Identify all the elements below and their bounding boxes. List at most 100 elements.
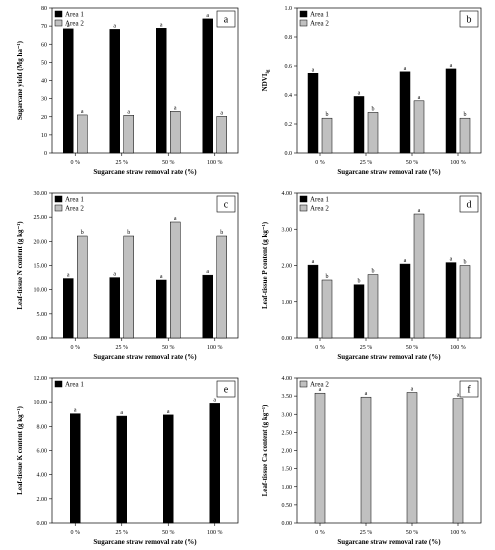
significance-label: a (213, 397, 216, 403)
panel-letter-box (216, 10, 236, 28)
bar-area1-1 (353, 284, 365, 339)
significance-label: b (372, 106, 375, 112)
significance-label: a (174, 216, 177, 222)
y-tick-label: 8.00 (37, 424, 48, 430)
y-tick-label: 10 (41, 133, 47, 139)
significance-label: a (411, 387, 414, 393)
chart-panel-e: 0.00 2.00 4.00 6.00 8.00 10.00 12.00 a a a a 0 % 25 … (16, 376, 239, 546)
y-tick-label: 15.00 (34, 264, 48, 270)
legend-swatch-area2 (299, 204, 308, 212)
bar-area2-0 (77, 114, 88, 154)
significance-label: a (365, 391, 368, 397)
significance-label: a (206, 13, 209, 19)
y-axis-title-text: Leaf-tissue K content (g kg⁻¹) (16, 406, 24, 495)
bar-area2-3 (216, 235, 227, 339)
x-axis-title: Sugarcane straw removal rate (%) (93, 353, 197, 361)
significance-label: b (81, 230, 84, 236)
y-axis-title-subscript: lg (266, 69, 271, 73)
x-axis-title: Sugarcane straw removal rate (%) (337, 538, 441, 546)
y-tick-label: 2.00 (282, 264, 293, 270)
legend-label-area2: Area 2 (310, 381, 329, 389)
legend-label-area2: Area 2 (310, 205, 329, 213)
y-tick-label: 0.50 (282, 503, 293, 509)
x-tick-label: 0 % (71, 160, 81, 166)
significance-label: a (358, 90, 361, 96)
y-axis-title-text: NDVI (261, 73, 269, 91)
x-tick-label: 0 % (71, 530, 81, 536)
y-tick-label: 1.0 (285, 6, 293, 12)
y-tick-label: 3.00 (282, 227, 293, 233)
bar-area1-0 (70, 413, 81, 524)
y-tick-label: 50 (41, 60, 47, 66)
legend-swatch-area1 (54, 195, 63, 203)
bar-area1-1 (109, 277, 120, 339)
bar-area1-3 (202, 18, 213, 154)
significance-label: b (127, 230, 130, 236)
bar-area1-0 (307, 264, 319, 339)
panel-letter-box (459, 195, 479, 213)
y-tick-label: 30.00 (34, 191, 48, 197)
panel-letter-box (459, 380, 479, 398)
chart-panel-a: 0 10 20 30 40 50 60 70 80 a a a a a a a a 0 % 25 % 50 % 100 … (16, 6, 239, 176)
x-tick-label: 100 % (450, 160, 466, 166)
y-tick-label: 0.4 (285, 93, 293, 99)
y-tick-label: 0.0 (285, 151, 293, 157)
bar-area1-0 (307, 73, 319, 154)
significance-label: b (220, 230, 223, 236)
legend-swatch-area2 (54, 204, 63, 212)
legend-label-area1: Area 1 (310, 196, 329, 204)
x-axis-title: Sugarcane straw removal rate (%) (337, 168, 441, 176)
panel-letter: b (467, 15, 472, 26)
panel-letter: f (467, 385, 471, 396)
y-tick-label: 60 (41, 42, 47, 48)
panel-letter: d (467, 200, 472, 211)
bar-area1-1 (116, 415, 127, 524)
x-tick-label: 25 % (116, 530, 129, 536)
chart-panel-d: 0.00 1.00 2.00 3.00 4.00 a b a a b b a b 0 % 25 % 50 % 1… (261, 191, 482, 361)
plot-frame (296, 7, 482, 154)
significance-label: a (113, 272, 116, 278)
significance-label: a (206, 269, 209, 275)
chart-panel-b: 0.0 0.2 0.4 0.6 0.8 1.0 a a a a b b a b 0 % 25 % 50 % 100… (261, 6, 482, 176)
significance-label: a (312, 67, 315, 73)
significance-label: a (418, 208, 421, 214)
bar-area1-1 (109, 29, 120, 154)
y-tick-label: 10.00 (34, 288, 48, 294)
significance-label: a (167, 409, 170, 415)
x-tick-label: 100 % (450, 530, 466, 536)
y-tick-label: 0.6 (285, 64, 293, 70)
x-tick-label: 50 % (162, 345, 175, 351)
bar-area2-0 (321, 117, 333, 154)
bar-area2-1 (123, 235, 134, 339)
y-tick-label: 4.00 (37, 473, 48, 479)
significance-label: b (464, 112, 467, 118)
bar-area2-2 (170, 111, 181, 154)
y-tick-label: 3.00 (282, 412, 293, 418)
panel-letter-box (216, 380, 236, 398)
y-tick-label: 3.50 (282, 394, 293, 400)
y-axis-title: Leaf-tissue N content (g kg⁻¹) (16, 221, 24, 310)
y-tick-label: 0.00 (282, 336, 293, 342)
x-tick-label: 100 % (207, 160, 223, 166)
y-tick-label: 2.00 (282, 449, 293, 455)
legend-swatch-area2 (299, 19, 308, 27)
bar-area2-2 (413, 100, 425, 154)
legend-swatch-area1 (299, 195, 308, 203)
x-tick-label: 25 % (116, 345, 129, 351)
bar-area2-2 (413, 213, 425, 339)
significance-label: a (67, 273, 70, 279)
y-axis-title-text: Leaf-tissue Ca content (g kg⁻¹) (261, 404, 269, 496)
legend-label-area1: Area 1 (65, 381, 84, 389)
significance-label: a (174, 105, 177, 111)
y-tick-label: 10.00 (34, 400, 48, 406)
bar-area2-3 (459, 117, 471, 154)
y-tick-label: 5.00 (37, 312, 48, 318)
y-tick-label: 0.8 (285, 35, 293, 41)
bar-area1-0 (63, 28, 74, 154)
y-tick-label: 0.00 (37, 336, 48, 342)
panel-letter-box (216, 195, 236, 213)
y-tick-label: 0 (44, 151, 47, 157)
bar-area2-0 (314, 392, 326, 524)
bar-area1-3 (445, 262, 457, 339)
significance-label: a (418, 95, 421, 101)
